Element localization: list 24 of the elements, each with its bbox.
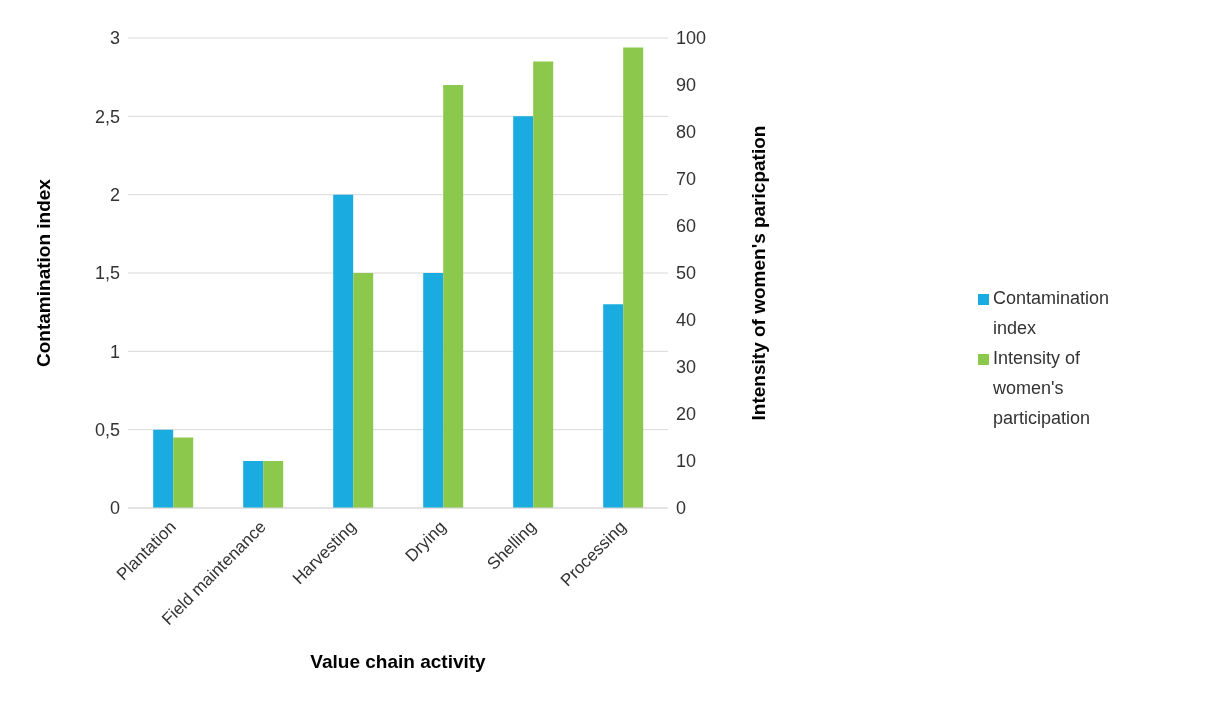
y2-tick-label: 0 — [676, 498, 687, 519]
y2-axis-title: Intensity of women's paricpation — [747, 125, 769, 421]
y2-tick-label: 40 — [676, 310, 697, 331]
x-axis-title: Value chain activity — [310, 651, 487, 672]
y2-tick-label: 10 — [676, 451, 697, 472]
y2-tick-label: 20 — [676, 404, 697, 425]
y2-tick-label: 50 — [676, 263, 697, 284]
y-tick-label: 3 — [109, 28, 120, 49]
y-tick-label: 0,5 — [94, 420, 120, 441]
y2-tick-label: 90 — [676, 75, 697, 96]
legend-label: Contamination index — [993, 287, 1111, 340]
y-tick-label: 2 — [109, 185, 120, 206]
y-axis-title: Contamination index — [32, 178, 54, 367]
legend-label: Intensity of women's participation — [993, 347, 1092, 430]
y2-tick-label: 100 — [676, 28, 707, 49]
y2-tick-label: 80 — [676, 122, 697, 143]
y2-tick-label: 30 — [676, 357, 697, 378]
bar — [623, 47, 644, 508]
y2-tick-label: 70 — [676, 169, 697, 190]
y2-tick-label: 60 — [676, 216, 697, 237]
y-tick-label: 0 — [109, 498, 120, 519]
y-tick-label: 2,5 — [94, 106, 120, 127]
y-tick-label: 1 — [109, 341, 120, 362]
y-tick-label: 1,5 — [94, 263, 120, 284]
